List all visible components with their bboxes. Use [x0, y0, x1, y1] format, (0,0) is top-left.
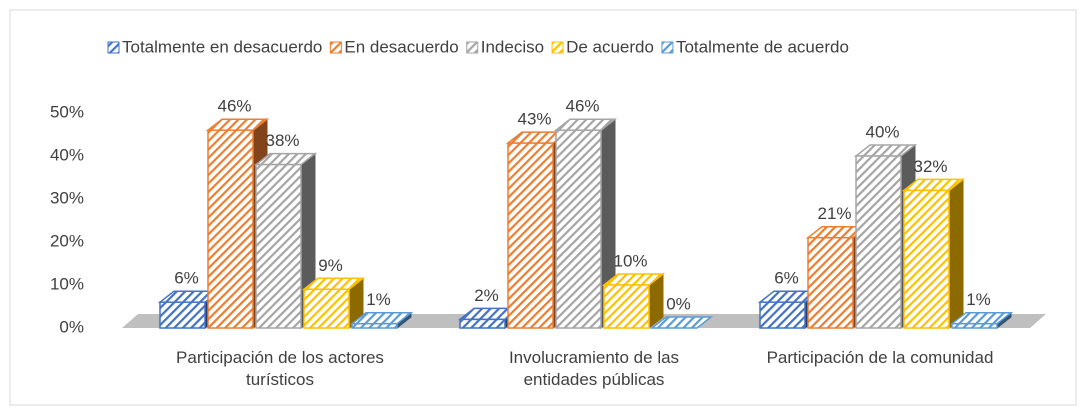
bar-side: [948, 178, 964, 330]
bar-front: [303, 288, 350, 329]
y-tick-label: 0%: [59, 317, 84, 336]
bar-front: [855, 155, 902, 329]
data-label: 21%: [817, 204, 851, 223]
data-label: 10%: [613, 251, 647, 270]
legend-label: Indeciso: [481, 37, 544, 56]
bar-front: [459, 318, 506, 329]
bar: [601, 272, 666, 330]
bar-front: [903, 189, 950, 329]
bar: [949, 311, 1014, 330]
legend-label: Totalmente de acuerdo: [676, 37, 849, 56]
bar: [553, 118, 618, 330]
y-tick-label: 40%: [50, 145, 84, 164]
bar-front: [351, 322, 398, 329]
x-tick-label: Participación de la comunidad: [766, 348, 994, 367]
data-label: 40%: [865, 122, 899, 141]
data-label: 2%: [474, 286, 499, 305]
legend-swatch: [107, 41, 120, 54]
bar-front: [951, 322, 998, 329]
bar-front: [207, 129, 254, 329]
bar-front: [159, 301, 206, 329]
data-label: 6%: [774, 269, 799, 288]
y-tick-label: 20%: [50, 231, 84, 250]
data-label: 6%: [174, 269, 199, 288]
y-tick-label: 30%: [50, 188, 84, 207]
bar-front: [759, 301, 806, 329]
bar: [349, 311, 414, 330]
bar: [649, 316, 714, 329]
y-tick-label: 50%: [50, 102, 84, 121]
data-label: 1%: [366, 290, 391, 309]
legend-swatch: [466, 41, 479, 54]
bar: [901, 178, 966, 330]
x-tick-label: Involucramiento de las entidades pública…: [508, 348, 680, 389]
data-label: 46%: [217, 97, 251, 116]
bar: [301, 277, 366, 330]
x-tick-label: Participación de los actores turísticos: [176, 348, 384, 389]
data-label: 0%: [666, 294, 691, 313]
data-label: 1%: [966, 290, 991, 309]
legend-swatch: [661, 41, 674, 54]
y-tick-label: 10%: [50, 274, 84, 293]
bar-top: [649, 316, 714, 329]
bar-front: [603, 284, 650, 329]
data-label: 32%: [913, 157, 947, 176]
data-label: 9%: [318, 256, 343, 275]
bar-front: [507, 142, 554, 329]
bar-front: [555, 129, 602, 329]
data-label: 46%: [565, 97, 599, 116]
legend-swatch: [551, 41, 564, 54]
legend-label: De acuerdo: [566, 37, 654, 56]
bar-front: [807, 236, 854, 329]
data-label: 38%: [265, 131, 299, 150]
bar-front: [255, 163, 302, 329]
legend-label: Totalmente en desacuerdo: [122, 37, 322, 56]
legend-label: En desacuerdo: [344, 37, 458, 56]
legend-swatch: [329, 41, 342, 54]
data-label: 43%: [517, 110, 551, 129]
